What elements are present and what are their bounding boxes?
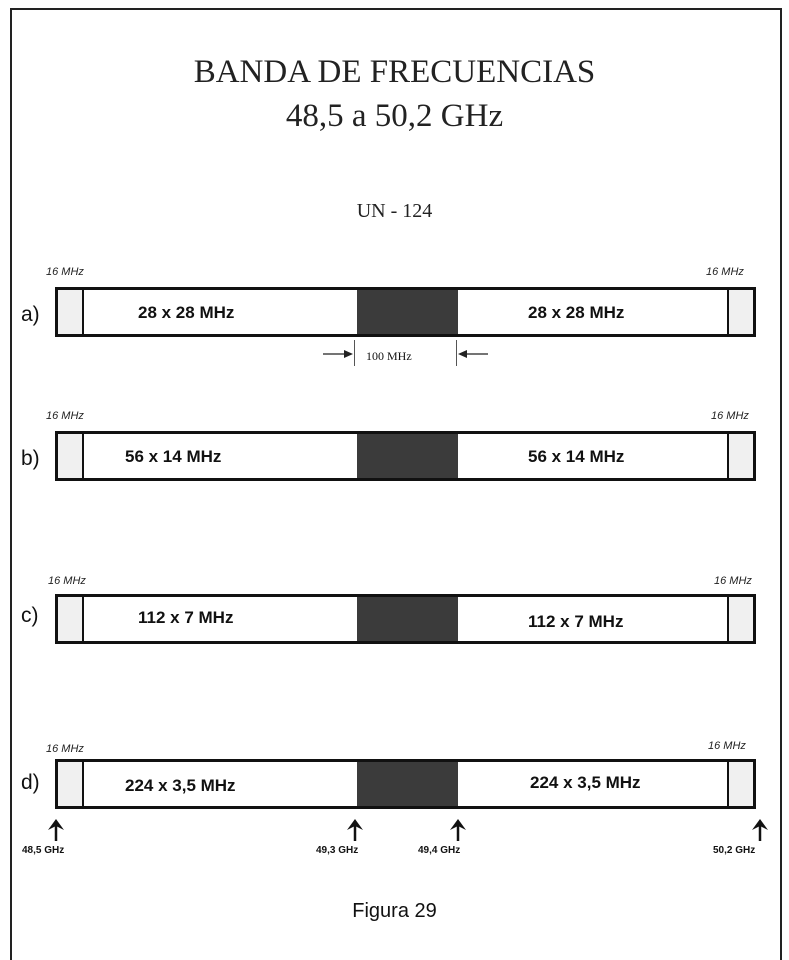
band-bar-d: 224 x 3,5 MHz 224 x 3,5 MHz — [55, 759, 756, 809]
gap-label: 100 MHz — [366, 349, 412, 363]
band-bar-c: 112 x 7 MHz 112 x 7 MHz — [55, 594, 756, 644]
center-gap-block — [357, 597, 458, 641]
guard-label-left-d: 16 MHz — [46, 743, 84, 755]
channel-label-right: 28 x 28 MHz — [528, 303, 625, 322]
gap-arrow-left-icon — [458, 350, 488, 358]
center-gap-block — [357, 762, 458, 806]
guard-band-left — [58, 597, 84, 641]
marker-arrow-up-icon — [48, 819, 64, 841]
marker-arrow-up-icon — [752, 819, 768, 841]
title-line-1: BANDA DE FRECUENCIAS — [193, 54, 596, 90]
marker-arrow-up-icon — [347, 819, 363, 841]
band-bar-a: 28 x 28 MHz 28 x 28 MHz — [55, 287, 756, 337]
subtitle: UN - 124 — [356, 200, 433, 222]
channel-label-left: 56 x 14 MHz — [125, 447, 222, 466]
channel-label-right: 112 x 7 MHz — [528, 612, 624, 631]
title-line-2: 48,5 a 50,2 GHz — [285, 98, 504, 134]
guard-band-left — [58, 762, 84, 806]
row-label-d: d) — [21, 771, 40, 794]
gap-arrow-right-icon — [323, 350, 353, 358]
guard-band-right — [727, 597, 753, 641]
guard-label-right-b: 16 MHz — [711, 410, 749, 422]
guard-label-right-a: 16 MHz — [706, 266, 744, 278]
freq-marker-label: 50,2 GHz — [713, 845, 756, 856]
channel-label-right: 224 x 3,5 MHz — [530, 773, 641, 792]
channel-label-left: 28 x 28 MHz — [138, 303, 235, 322]
guard-band-right — [727, 762, 753, 806]
guard-label-left-a: 16 MHz — [46, 266, 84, 278]
guard-band-right — [727, 290, 753, 334]
figure-caption: Figura 29 — [352, 900, 437, 922]
guard-band-right — [727, 434, 753, 478]
channel-label-left: 112 x 7 MHz — [138, 608, 234, 627]
row-label-b: b) — [21, 447, 40, 470]
gap-tick-right — [456, 340, 457, 366]
figure-frame — [10, 8, 782, 960]
center-gap-block — [357, 434, 458, 478]
marker-arrow-up-icon — [450, 819, 466, 841]
guard-label-right-d: 16 MHz — [708, 740, 746, 752]
freq-marker-label: 48,5 GHz — [22, 845, 65, 856]
freq-marker-label: 49,3 GHz — [316, 845, 359, 856]
guard-label-left-b: 16 MHz — [46, 410, 84, 422]
guard-band-left — [58, 290, 84, 334]
freq-marker-label: 49,4 GHz — [418, 845, 461, 856]
gap-tick-left — [354, 340, 355, 366]
channel-label-right: 56 x 14 MHz — [528, 447, 625, 466]
row-label-a: a) — [21, 303, 40, 326]
guard-band-left — [58, 434, 84, 478]
center-gap-block — [357, 290, 458, 334]
guard-label-left-c: 16 MHz — [48, 575, 86, 587]
row-label-c: c) — [21, 604, 39, 627]
channel-label-left: 224 x 3,5 MHz — [125, 776, 236, 795]
band-bar-b: 56 x 14 MHz 56 x 14 MHz — [55, 431, 756, 481]
guard-label-right-c: 16 MHz — [714, 575, 752, 587]
